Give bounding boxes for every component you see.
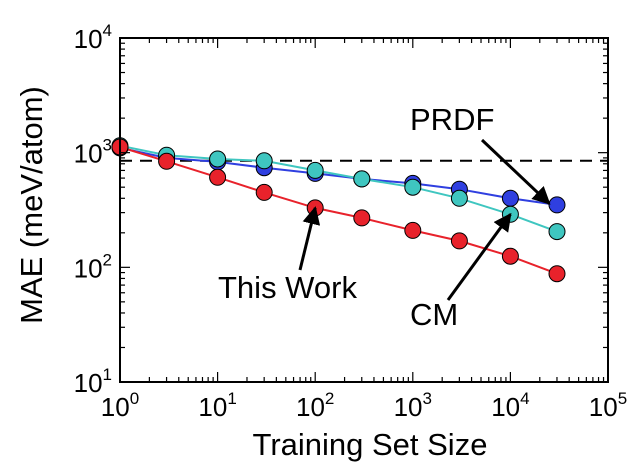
series-1-point: [255, 152, 273, 170]
series-2-point: [353, 209, 371, 227]
annotation-prdf: PRDF: [410, 102, 494, 137]
series-1-point: [548, 223, 566, 241]
y-axis-title: MAE (meV/atom): [14, 86, 49, 324]
y-tick-label: 104: [74, 21, 112, 54]
x-axis-title: Training Set Size: [253, 427, 488, 462]
series-1-point: [306, 161, 324, 179]
y-tick-label: 103: [74, 136, 112, 169]
x-tick-label: 105: [589, 389, 627, 422]
x-tick-label: 104: [491, 389, 529, 422]
annotation-arrow-2: [446, 212, 512, 301]
series-2-point: [450, 232, 468, 250]
series-line-2: [119, 146, 558, 275]
series-2-point: [209, 168, 227, 186]
annotation-arrow-0: [480, 138, 551, 205]
series-1-point: [450, 189, 468, 207]
series-1-point: [209, 150, 227, 168]
series-0-point: [548, 196, 566, 214]
series-2-point: [158, 152, 176, 170]
y-tick-label: 101: [74, 365, 112, 398]
series-layer: [111, 137, 566, 283]
series-line-0: [119, 146, 558, 206]
annotation-this-work: This Work: [218, 270, 357, 305]
tick-layer: [119, 37, 609, 383]
series-0-point: [501, 189, 519, 207]
series-2-point: [501, 247, 519, 265]
annotation-cm: CM: [410, 297, 458, 332]
annotation-arrow-layer: [298, 138, 551, 301]
x-tick-label: 102: [296, 389, 334, 422]
series-2-point: [255, 183, 273, 201]
x-tick-label: 103: [394, 389, 432, 422]
series-line-1: [119, 144, 558, 233]
y-tick-label: 102: [74, 250, 112, 283]
series-1-point: [353, 170, 371, 188]
x-tick-label: 101: [198, 389, 236, 422]
series-2-point: [404, 221, 422, 239]
series-1-point: [404, 178, 422, 196]
annotation-arrow-1: [298, 206, 321, 271]
series-2-point: [548, 265, 566, 283]
plot-frame: [119, 37, 609, 383]
x-tick-label: 100: [101, 389, 139, 422]
